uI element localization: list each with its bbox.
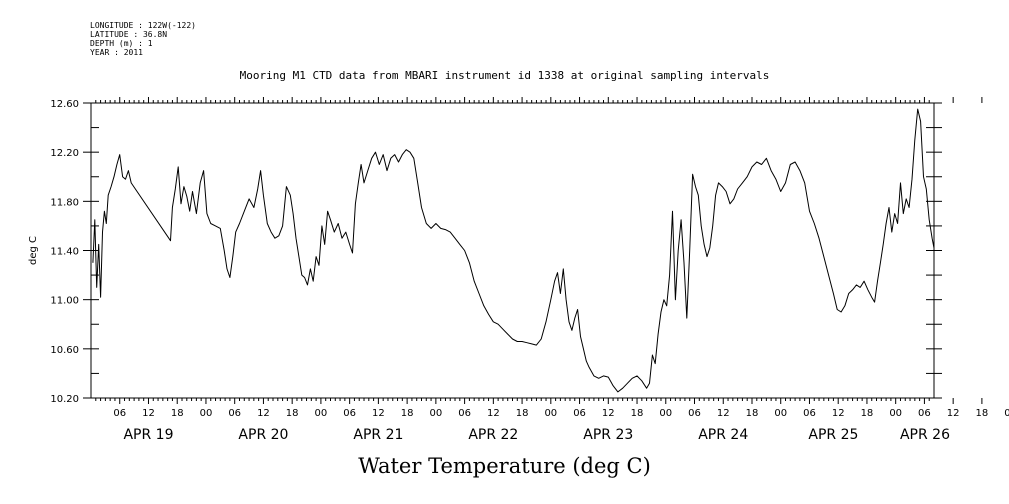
day-label: APR 25 [808,427,858,443]
y-axis-label: deg C [28,236,39,265]
x-tick-label: 18 [516,408,529,419]
temperature-series-line [92,108,935,393]
x-tick-label: 06 [573,408,586,419]
x-tick-label: 12 [717,408,730,419]
x-tick-label: 06 [688,408,701,419]
y-tick-label: 11.40 [50,247,79,258]
y-tick-label: 11.80 [50,197,79,208]
x-tick-label: 00 [429,408,442,419]
y-tick-label: 12.60 [50,99,79,110]
year-label: YEAR : 2011 [90,48,143,57]
x-tick-label: 12 [372,408,385,419]
x-tick-label: 00 [315,408,328,419]
longitude-label: LONGITUDE : 122W(-122) [90,21,196,30]
x-tick-label: 06 [228,408,241,419]
day-label: APR 21 [353,427,403,443]
series-layer [92,108,935,393]
x-tick-label: 06 [113,408,126,419]
x-tick-label: 18 [171,408,184,419]
day-label: APR 26 [900,427,950,443]
x-tick-label: 12 [947,408,960,419]
chart-title: Mooring M1 CTD data from MBARI instrumen… [239,69,770,82]
x-tick-label: 12 [142,408,155,419]
x-tick-label: 00 [544,408,557,419]
x-tick-label: 18 [286,408,299,419]
y-tick-label: 12.20 [50,148,79,159]
x-tick-label: 00 [774,408,787,419]
day-label: APR 20 [238,427,288,443]
depth-label: DEPTH (m) : 1 [90,39,153,48]
day-label: APR 24 [698,427,748,443]
x-tick-label: 06 [343,408,356,419]
x-tick-label: 18 [401,408,414,419]
x-tick-label: 18 [976,408,989,419]
metadata-block: LONGITUDE : 122W(-122) LATITUDE : 36.8N … [90,21,196,57]
x-tick-label: 18 [631,408,644,419]
day-label: APR 22 [468,427,518,443]
y-tick-label: 10.20 [50,394,79,405]
y-axis: 10.20 10.60 11.00 11.40 11.80 12.20 12.60 [50,99,942,405]
day-label: APR 23 [583,427,633,443]
x-axis-title: Water Temperature (deg C) [358,454,651,478]
x-tick-label: 18 [861,408,874,419]
x-tick-label: 18 [746,408,759,419]
x-tick-label: 06 [918,408,931,419]
x-tick-label: 12 [602,408,615,419]
x-axis: 06 12 18 00 06 12 18 00 06 12 18 00 06 12 18 00 06 12 18 00… [113,97,1009,443]
x-tick-label: 12 [487,408,500,419]
plot-frame [90,100,935,401]
plot-border [90,102,935,399]
y-tick-label: 11.00 [50,296,79,307]
x-tick-label: 00 [1004,408,1009,419]
day-label: APR 19 [123,427,173,443]
x-tick-label: 00 [200,408,213,419]
x-tick-label: 12 [832,408,845,419]
x-tick-label: 00 [889,408,902,419]
x-tick-label: 06 [803,408,816,419]
x-tick-label: 06 [458,408,471,419]
x-tick-label: 00 [659,408,672,419]
latitude-label: LATITUDE : 36.8N [90,30,168,39]
x-tick-label: 12 [257,408,270,419]
y-tick-label: 10.60 [50,345,79,356]
